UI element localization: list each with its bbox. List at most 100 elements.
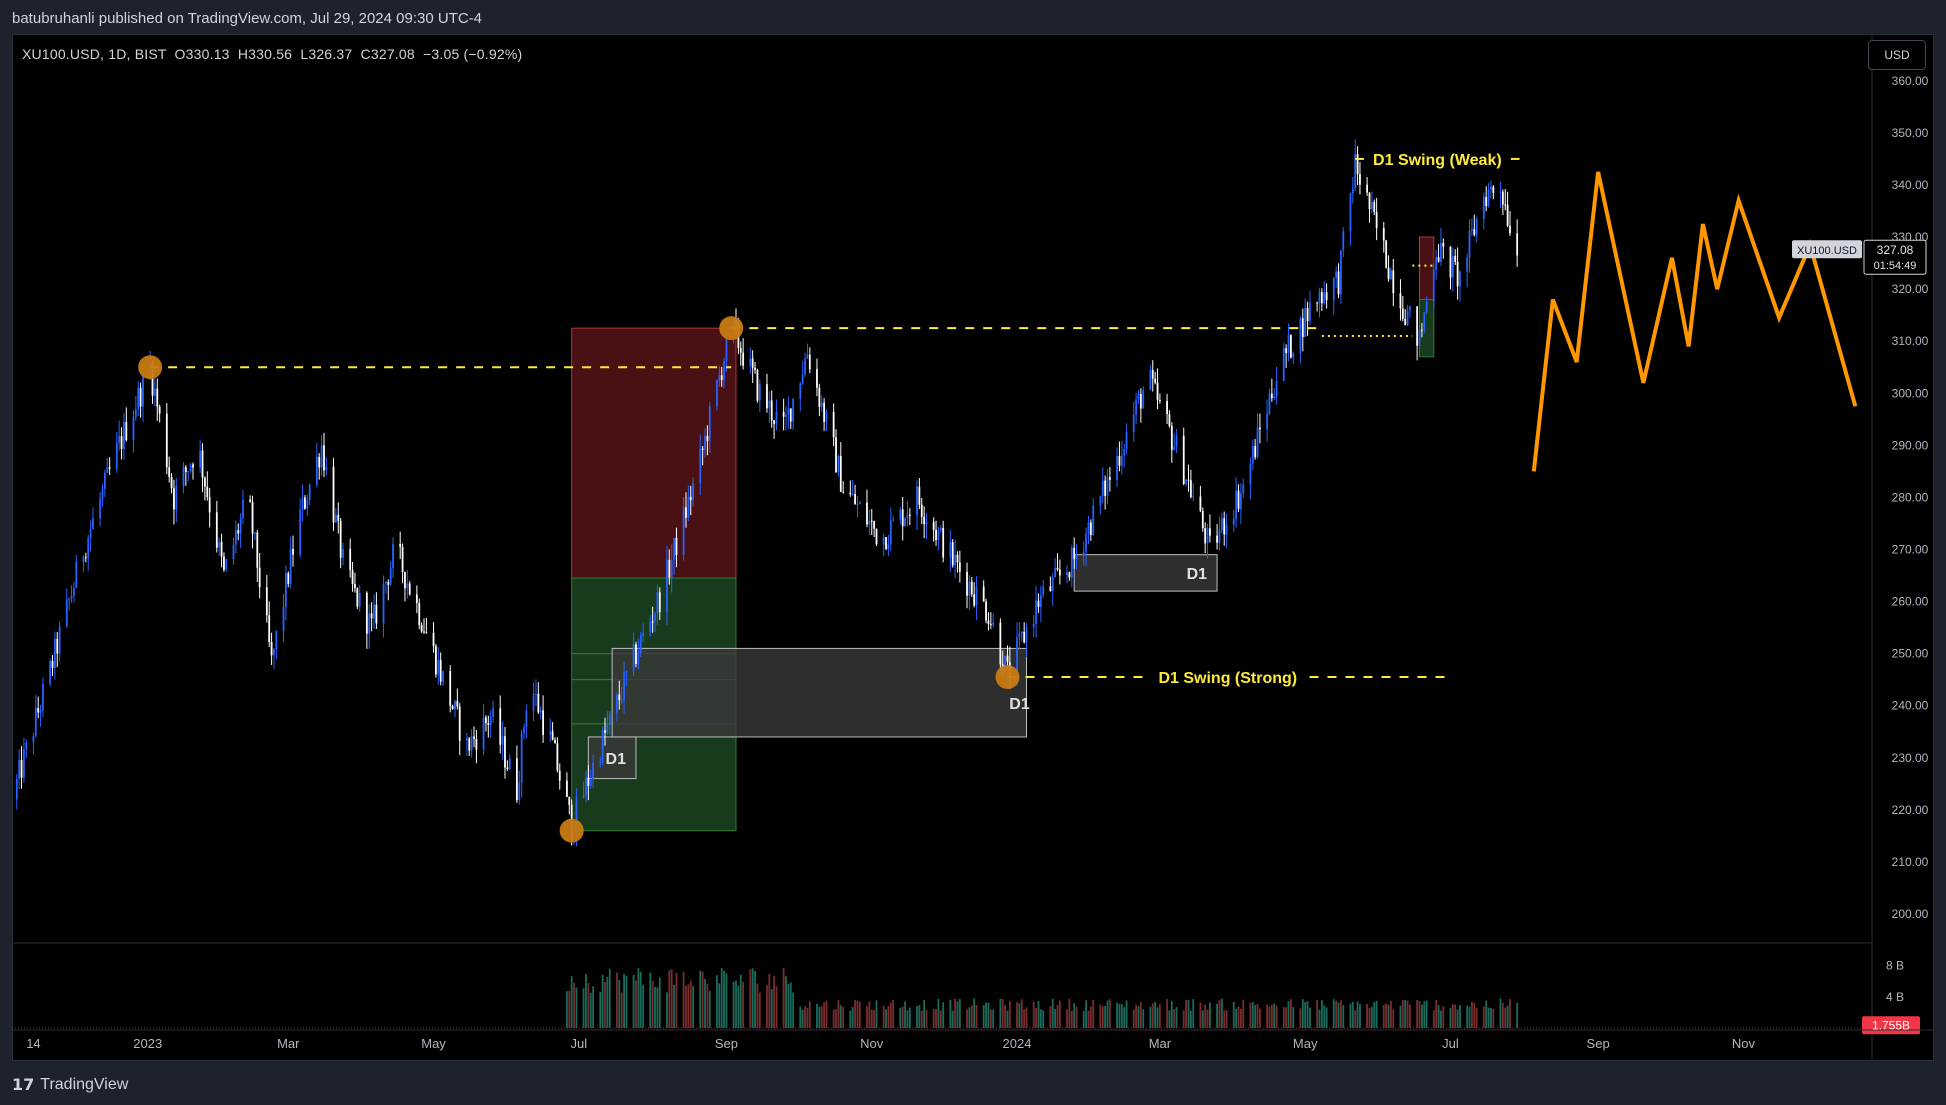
price-axis-tick-label: 310.00 [1892, 334, 1929, 348]
candle-body [916, 486, 918, 516]
volume-bar [1406, 1000, 1409, 1028]
candle-body [1182, 435, 1185, 484]
candle-body [401, 546, 404, 572]
volume-bar [1387, 1004, 1390, 1028]
volume-bar [1242, 999, 1245, 1028]
volume-bar [758, 992, 761, 1028]
candle-body [1425, 302, 1428, 313]
candle-body [651, 621, 654, 623]
volume-bar [908, 1007, 911, 1028]
volume-bar [689, 980, 692, 1028]
projected-path-line [1531, 171, 1858, 472]
candle-body [1116, 456, 1118, 480]
volume-bar [920, 1010, 923, 1028]
time-axis-tick-label: May [1293, 1036, 1318, 1051]
volume-bar [1216, 1003, 1218, 1028]
candle-body [787, 408, 790, 415]
candle-body [882, 537, 885, 545]
volume-bar [825, 1000, 828, 1028]
volume-bar [587, 982, 590, 1028]
candle-body [1270, 393, 1273, 399]
tradingview-logo-icon[interactable]: 17 [12, 1075, 35, 1094]
candle-body [465, 738, 468, 741]
candle-body [701, 448, 704, 450]
candle-body [899, 509, 902, 520]
candle-body [1204, 528, 1207, 544]
volume-bar [725, 973, 728, 1028]
candle-body [792, 398, 795, 422]
volume-bar [1116, 1002, 1118, 1028]
volume-bar [1001, 998, 1004, 1028]
volume-bar [818, 1006, 821, 1028]
volume-bar [1425, 1000, 1428, 1028]
candle-body [1132, 414, 1135, 433]
candle-body [1037, 600, 1040, 608]
candle-body [184, 467, 187, 473]
candle-body [623, 672, 625, 700]
candle-body [15, 778, 18, 800]
candle-body [542, 710, 544, 735]
candle-body [620, 699, 623, 701]
candle-body [37, 707, 40, 713]
candle-body [956, 554, 959, 563]
candle-body [1020, 631, 1023, 634]
candle-body [1406, 310, 1409, 326]
candle-body [1366, 184, 1369, 193]
volume-bar [958, 998, 961, 1028]
volume-bar [566, 991, 568, 1028]
candle-body [25, 742, 28, 750]
tradingview-brand[interactable]: TradingView [40, 1075, 129, 1093]
order-block-label: D1 [606, 751, 627, 768]
candle-body [58, 626, 61, 654]
volume-bar [751, 968, 754, 1028]
volume-bar [820, 1006, 823, 1028]
swing-level-label: D1 Swing (Strong) [1158, 670, 1297, 687]
candle-body [1120, 455, 1123, 466]
candle-body [1499, 191, 1502, 193]
candle-body [658, 592, 661, 613]
volume-bar [987, 1002, 990, 1028]
candle-body [1418, 329, 1421, 346]
candle-body [1437, 257, 1440, 262]
candle-body [887, 543, 890, 550]
price-axis-tick-label: 240.00 [1892, 699, 1929, 713]
candle-body [1301, 318, 1304, 338]
candle-body [1101, 480, 1104, 496]
candle-body [1337, 271, 1340, 295]
candle-body [925, 521, 928, 525]
candle-body [251, 502, 254, 534]
candle-body [1335, 271, 1338, 279]
candle-body [1187, 479, 1190, 481]
candle-body [170, 476, 173, 489]
candle-body [449, 671, 452, 706]
candle-body [1382, 228, 1385, 241]
volume-bar [1254, 1005, 1257, 1028]
volume-bar [599, 991, 602, 1028]
candle-body [356, 588, 359, 607]
volume-bar [1301, 999, 1304, 1028]
candle-body [1475, 219, 1478, 235]
candle-body [1492, 186, 1495, 193]
order-block-label: D1 [1187, 566, 1208, 583]
candle-body [1273, 396, 1276, 399]
chart-pane[interactable] [12, 34, 1934, 1061]
candle-body [1089, 522, 1092, 536]
candle-body [1390, 270, 1392, 280]
candle-body [949, 542, 952, 558]
volume-bar [1154, 1001, 1157, 1028]
candle-body [508, 758, 511, 769]
candle-body [1073, 547, 1076, 560]
candle-body [708, 406, 711, 442]
volume-bar [806, 1008, 809, 1028]
time-axis-tick-label: Mar [1149, 1036, 1172, 1051]
swing-pivot-marker [138, 355, 163, 380]
price-axis-tick-label: 350.00 [1892, 126, 1929, 140]
volume-bar [1173, 1009, 1176, 1028]
volume-bar [1475, 1007, 1478, 1028]
candle-body [875, 528, 878, 545]
currency-button[interactable]: USD [1868, 40, 1926, 70]
volume-bar [1342, 1004, 1345, 1028]
candle-body [908, 514, 911, 516]
candle-body [582, 795, 585, 798]
